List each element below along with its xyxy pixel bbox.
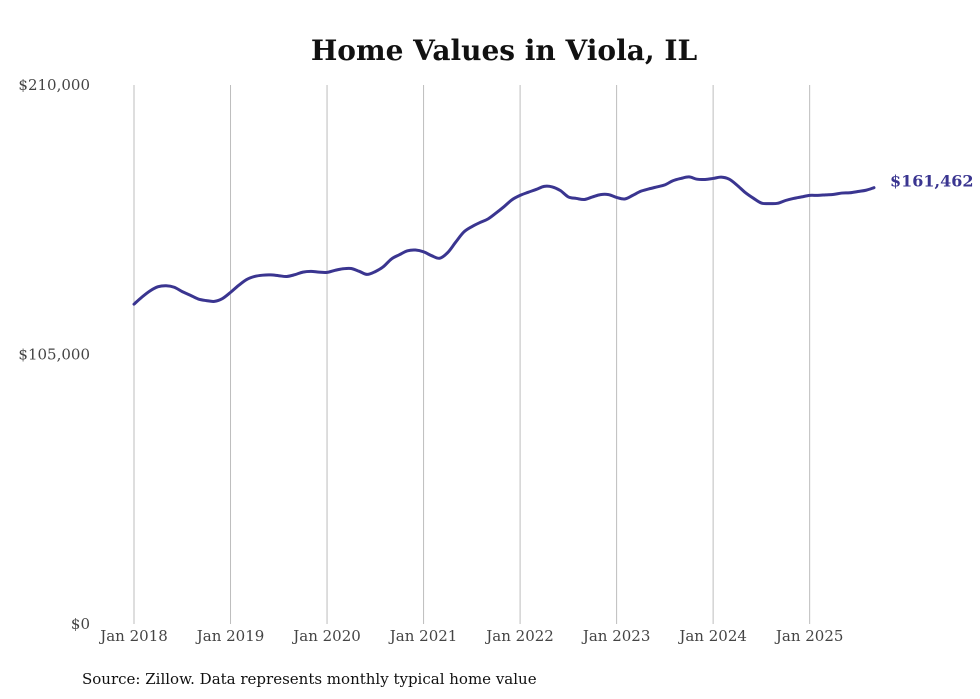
x-tick-label: Jan 2024 [677,627,747,645]
x-tick-label: Jan 2018 [98,627,168,645]
y-axis: $0 $105,000 $210,000 [18,76,90,633]
source-note: Source: Zillow. Data represents monthly … [82,670,537,688]
series-line-home-value [132,175,876,306]
chart-title: Home Values in Viola, IL [311,34,698,67]
x-tick-label: Jan 2019 [195,627,265,645]
x-tick-label: Jan 2022 [484,627,554,645]
y-tick-label: $0 [71,615,90,633]
y-tick-label: $105,000 [18,346,90,364]
x-grid [133,85,811,624]
x-axis: Jan 2018 Jan 2019 Jan 2020 Jan 2021 Jan 2022… [98,627,843,645]
y-tick-label: $210,000 [18,76,90,94]
x-tick-label: Jan 2025 [774,627,844,645]
x-tick-label: Jan 2021 [388,627,458,645]
end-value-label: $161,462 [890,172,974,191]
x-tick-label: Jan 2020 [291,627,361,645]
x-tick-label: Jan 2023 [581,627,651,645]
